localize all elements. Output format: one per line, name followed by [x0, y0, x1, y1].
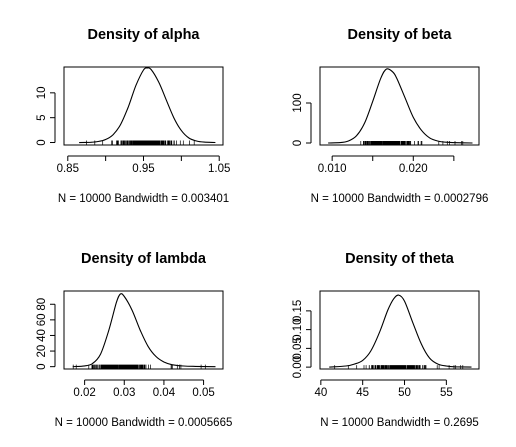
y-tick-label: 20 [36, 345, 48, 358]
y-tick-label: 0 [36, 363, 48, 369]
x-tick-label: 0.020 [399, 163, 428, 175]
chart-panel: Density of alpha 0.85 0.95 1.05 0 5 10 N = 1000… [36, 27, 230, 205]
x-axis-label: N = 10000 Bandwidth = 0.003401 [58, 193, 229, 205]
density-curve [329, 294, 472, 368]
y-tick-label: 100 [292, 93, 304, 112]
x-tick-label: 45 [356, 387, 369, 399]
y-tick-label: 0 [292, 140, 304, 146]
x-tick-label: 0.04 [153, 387, 176, 399]
density-curve [79, 67, 216, 144]
rug-ticks [72, 364, 206, 369]
x-axis-label: N = 10000 Bandwidth = 0.2695 [320, 417, 479, 429]
chart-panel: Density of theta 40 45 50 55 0.000.050.100.15… [292, 251, 480, 429]
y-tick-label: 0.15 [292, 300, 304, 322]
plot-frame [63, 66, 224, 146]
x-axis-label: N = 10000 Bandwidth = 0.0002796 [311, 193, 489, 205]
chart-panel: Density of beta 0.010 0.020 0 100 N = 10000 B… [292, 27, 488, 205]
chart-title: Density of beta [348, 27, 453, 43]
x-tick-label: 50 [398, 387, 411, 399]
density-curve [72, 293, 216, 368]
x-tick-label: 40 [314, 387, 327, 399]
y-tick-label: 80 [36, 298, 48, 311]
x-tick-label: 1.05 [208, 163, 230, 175]
plot-frame [63, 290, 224, 370]
chart-title: Density of alpha [88, 27, 201, 43]
density-curve [328, 68, 473, 144]
x-tick-label: 0.02 [73, 387, 95, 399]
y-tick-label: 0.10 [292, 318, 304, 340]
x-axis-label: N = 10000 Bandwidth = 0.0005665 [55, 417, 233, 429]
chart-title: Density of theta [345, 251, 455, 267]
plot-frame [319, 290, 480, 370]
y-tick-label: 40 [36, 329, 48, 342]
x-tick-label: 0.95 [132, 163, 154, 175]
x-tick-label: 0.05 [192, 387, 214, 399]
y-tick-label: 5 [36, 114, 48, 120]
rug-ticks [360, 141, 464, 145]
chart-title: Density of lambda [81, 251, 207, 267]
y-tick-label: 0.05 [292, 337, 304, 359]
y-tick-label: 0 [36, 139, 48, 145]
rug-ticks [86, 140, 195, 145]
y-tick-label: 10 [36, 86, 48, 99]
chart-panel: Density of lambda 0.02 0.03 0.04 0.05 0 20 40 60… [36, 251, 232, 429]
x-tick-label: 55 [440, 387, 453, 399]
y-tick-label: 0.00 [292, 356, 304, 378]
x-tick-label: 0.85 [57, 163, 79, 175]
plot-frame [319, 66, 480, 146]
x-tick-label: 0.03 [113, 387, 135, 399]
y-tick-label: 60 [36, 313, 48, 326]
x-tick-label: 0.010 [318, 163, 347, 175]
